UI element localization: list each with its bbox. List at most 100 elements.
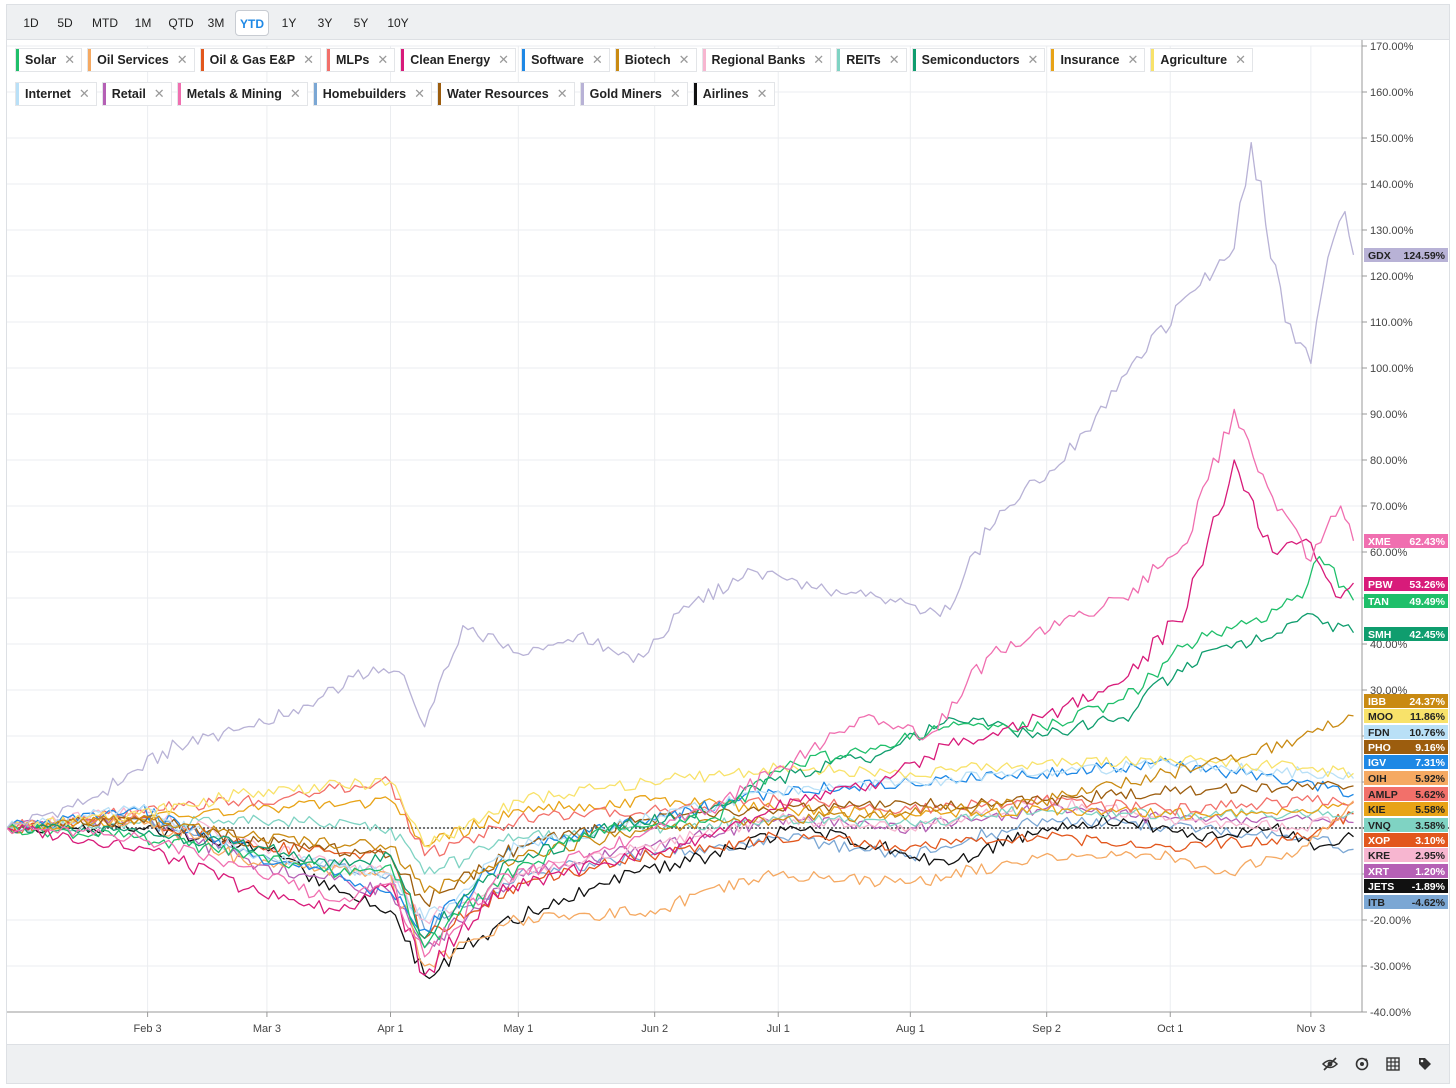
value-label-value-jets: -1.89% xyxy=(1412,881,1446,893)
series-line-pbw xyxy=(7,459,1355,976)
legend-swatch xyxy=(912,49,916,71)
legend-chip-airlines[interactable]: Airlines ✕ xyxy=(692,82,775,106)
y-tick-label: -20.00% xyxy=(1370,915,1411,927)
value-label-ticker-igv: IGV xyxy=(1368,757,1386,769)
range-toolbar: 1D 5D MTD 1M QTD 3M YTD 1Y 3Y 5Y 10Y xyxy=(6,4,1450,40)
legend-chip-oil-gas-e-p[interactable]: Oil & Gas E&P ✕ xyxy=(199,48,322,72)
value-label-ticker-xop: XOP xyxy=(1368,835,1390,847)
range-button-5y[interactable]: 5Y xyxy=(353,16,369,30)
legend-chip-semiconductors[interactable]: Semiconductors ✕ xyxy=(911,48,1046,72)
range-button-5d[interactable]: 5D xyxy=(57,16,73,30)
value-label-ticker-xme: XME xyxy=(1368,536,1391,548)
close-icon[interactable]: ✕ xyxy=(756,86,768,101)
range-button-1m[interactable]: 1M xyxy=(134,16,152,30)
close-icon[interactable]: ✕ xyxy=(556,86,568,101)
close-icon[interactable]: ✕ xyxy=(289,86,301,101)
value-label-ticker-kie: KIE xyxy=(1368,804,1386,816)
legend-chip-biotech[interactable]: Biotech ✕ xyxy=(614,48,697,72)
series-line-oih xyxy=(7,800,1354,968)
value-label-bg-itb xyxy=(1364,895,1448,909)
legend-chip-homebuilders[interactable]: Homebuilders ✕ xyxy=(312,82,433,106)
close-icon[interactable]: ✕ xyxy=(888,52,900,67)
range-button-3m[interactable]: 3M xyxy=(207,16,225,30)
tag-icon[interactable] xyxy=(1416,1055,1434,1073)
legend-chip-reits[interactable]: REITs ✕ xyxy=(836,48,907,72)
close-icon[interactable]: ✕ xyxy=(498,52,510,67)
range-button-qtd[interactable]: QTD xyxy=(168,16,194,30)
refresh-icon[interactable] xyxy=(1353,1055,1371,1073)
range-button-ytd[interactable]: YTD xyxy=(235,10,269,36)
legend-label: Oil & Gas E&P xyxy=(209,53,296,67)
chart-footer xyxy=(6,1044,1450,1084)
legend-label: Internet xyxy=(25,87,71,101)
legend-chip-solar[interactable]: Solar ✕ xyxy=(15,48,83,72)
value-label-value-vnq: 3.58% xyxy=(1415,820,1445,832)
close-icon[interactable]: ✕ xyxy=(813,52,825,67)
range-button-3y[interactable]: 3Y xyxy=(317,16,333,30)
series-line-tan xyxy=(7,555,1355,949)
value-label-bg-ibb xyxy=(1364,694,1448,708)
legend-label: Regional Banks xyxy=(711,53,806,67)
close-icon[interactable]: ✕ xyxy=(1235,52,1247,67)
range-button-mtd[interactable]: MTD xyxy=(92,16,118,30)
close-icon[interactable]: ✕ xyxy=(64,52,76,67)
legend-chip-gold-miners[interactable]: Gold Miners ✕ xyxy=(579,82,688,106)
legend-swatch xyxy=(438,83,442,105)
legend-chip-internet[interactable]: Internet ✕ xyxy=(15,82,97,106)
legend-chip-regional-banks[interactable]: Regional Banks ✕ xyxy=(701,48,832,72)
range-button-10y[interactable]: 10Y xyxy=(387,16,409,30)
legend-chip-oil-services[interactable]: Oil Services ✕ xyxy=(87,48,195,72)
legend-chip-metals-mining[interactable]: Metals & Mining ✕ xyxy=(176,82,308,106)
series-line-pho xyxy=(7,780,1354,908)
close-icon[interactable]: ✕ xyxy=(1027,52,1039,67)
value-label-value-xrt: 1.20% xyxy=(1415,866,1445,878)
legend-label: Retail xyxy=(111,87,146,101)
value-label-bg-xop xyxy=(1364,833,1448,847)
close-icon[interactable]: ✕ xyxy=(377,52,389,67)
legend-chip-insurance[interactable]: Insurance ✕ xyxy=(1050,48,1146,72)
value-label-ticker-amlp: AMLP xyxy=(1368,789,1398,801)
value-label-ticker-pbw: PBW xyxy=(1368,579,1393,591)
value-label-bg-pbw xyxy=(1364,577,1448,591)
legend-chip-software[interactable]: Software ✕ xyxy=(521,48,610,72)
x-tick-label: Mar 3 xyxy=(253,1023,281,1035)
close-icon[interactable]: ✕ xyxy=(678,52,690,67)
legend-chip-retail[interactable]: Retail ✕ xyxy=(101,82,172,106)
close-icon[interactable]: ✕ xyxy=(78,86,90,101)
value-label-value-fdn: 10.76% xyxy=(1409,727,1445,739)
range-button-1d[interactable]: 1D xyxy=(23,16,39,30)
legend-chip-clean-energy[interactable]: Clean Energy ✕ xyxy=(400,48,517,72)
legend-swatch xyxy=(16,83,19,105)
legend-label: Clean Energy xyxy=(410,53,491,67)
x-tick-label: May 1 xyxy=(503,1023,533,1035)
close-icon[interactable]: ✕ xyxy=(1127,52,1139,67)
legend-swatch xyxy=(327,49,331,71)
legend-label: MLPs xyxy=(336,53,370,67)
value-label-value-kie: 5.58% xyxy=(1415,804,1445,816)
close-icon[interactable]: ✕ xyxy=(591,52,603,67)
legend-chip-mlps[interactable]: MLPs ✕ xyxy=(326,48,396,72)
value-label-bg-kre xyxy=(1364,848,1448,862)
value-label-value-pbw: 53.26% xyxy=(1409,579,1445,591)
legend-chip-agriculture[interactable]: Agriculture ✕ xyxy=(1150,48,1254,72)
close-icon[interactable]: ✕ xyxy=(176,52,188,67)
x-tick-label: Aug 1 xyxy=(896,1023,925,1035)
y-tick-label: 70.00% xyxy=(1370,501,1408,513)
y-tick-label: 90.00% xyxy=(1370,409,1408,421)
close-icon[interactable]: ✕ xyxy=(153,86,165,101)
close-icon[interactable]: ✕ xyxy=(303,52,315,67)
close-icon[interactable]: ✕ xyxy=(669,86,681,101)
eye-slash-icon[interactable] xyxy=(1321,1055,1339,1073)
range-button-1y[interactable]: 1Y xyxy=(281,16,297,30)
legend-label: Oil Services xyxy=(97,53,169,67)
grid-icon[interactable] xyxy=(1384,1055,1402,1073)
close-icon[interactable]: ✕ xyxy=(414,86,426,101)
legend-chip-water-resources[interactable]: Water Resources ✕ xyxy=(437,82,575,106)
value-label-ticker-vnq: VNQ xyxy=(1368,820,1391,832)
legend-swatch xyxy=(401,49,405,71)
value-label-value-xop: 3.10% xyxy=(1415,835,1445,847)
y-tick-label: 170.00% xyxy=(1370,41,1414,53)
series-line-gdx xyxy=(7,141,1355,829)
value-label-bg-xme xyxy=(1364,534,1448,548)
value-label-bg-moo xyxy=(1364,709,1448,723)
